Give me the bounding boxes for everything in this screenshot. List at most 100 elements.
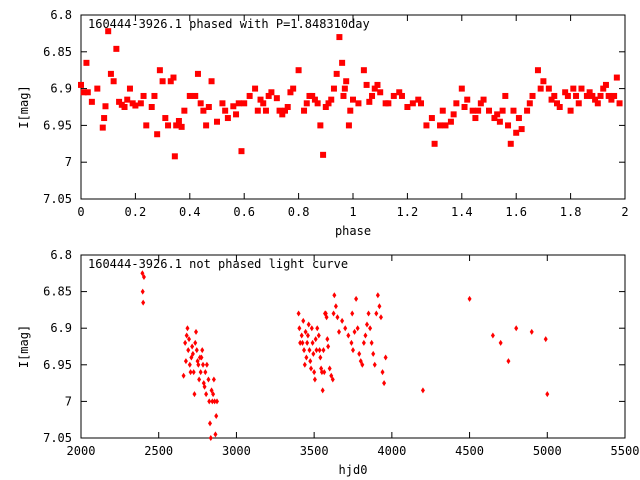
light-curve-plot-points (140, 270, 550, 441)
phased-plot-title: 160444-3926.1 phased with P=1.848310day (88, 17, 370, 31)
light-curve-plot-data-point (372, 361, 377, 368)
light-curve-plot-x-tick-label: 3500 (300, 444, 329, 458)
phased-plot-data-point (80, 89, 87, 96)
light-curve-plot-x-tick-label: 5500 (611, 444, 640, 458)
phased-plot-x-tick-label: 0.2 (125, 205, 147, 219)
phased-plot-data-point (230, 103, 237, 110)
light-curve-plot-data-point (191, 369, 196, 376)
phased-plot-data-point (200, 107, 207, 114)
phased-plot-y-ticks: 6.8 6.85 6.9 6.95 7 7.05 (43, 8, 625, 206)
phased-plot-data-point (162, 115, 169, 122)
light-curve-plot-data-point (140, 288, 145, 295)
phased-plot-data-point (325, 100, 332, 107)
phased-plot-data-point (589, 92, 596, 99)
light-curve-plot-data-point (350, 310, 355, 317)
light-curve-plot-x-label: hjd0 (339, 463, 368, 477)
phased-plot-data-point (265, 92, 272, 99)
phased-plot-data-point (477, 100, 484, 107)
phased-plot-data-point (156, 67, 163, 74)
light-curve-plot-data-point (333, 303, 338, 310)
phased-plot-data-point (99, 124, 106, 131)
light-curve-plot-data-point (312, 369, 317, 376)
phased-plot-data-point (246, 92, 253, 99)
phased-plot-data-point (573, 92, 580, 99)
phased-plot-data-point (282, 107, 288, 114)
light-curve-plot-data-point (299, 332, 304, 339)
phased-plot-data-point (505, 122, 512, 129)
light-curve-plot-data-point (366, 310, 371, 317)
light-curve-plot-data-point (203, 369, 208, 376)
light-curve-plot-data-point (202, 383, 207, 390)
light-curve-plot-data-point (309, 325, 314, 332)
phased-plot-data-point (197, 100, 204, 107)
light-curve-plot-data-point (377, 303, 382, 310)
light-curve-plot-data-point (186, 347, 191, 354)
phased-plot-data-point (341, 85, 348, 92)
phased-plot-data-point (126, 85, 133, 92)
light-curve-plot-data-point (208, 420, 213, 427)
light-curve-plot-y-tick-label: 7 (65, 394, 72, 408)
light-curve-plot-data-point (343, 325, 348, 332)
phased-plot-data-point (423, 122, 430, 129)
light-curve-plot-data-point (337, 328, 342, 335)
phased-plot-data-point (404, 104, 411, 110)
phased-plot-data-point (317, 122, 324, 129)
phased-plot-data-point (556, 104, 563, 110)
phased-plot-data-point (545, 85, 552, 92)
phased-plot-x-tick-label: 1.2 (397, 205, 419, 219)
phased-plot-data-point (205, 104, 212, 110)
phased-plot-data-point (540, 78, 547, 85)
light-curve-plot-data-point (214, 413, 219, 420)
phased-plot-data-point (340, 92, 347, 99)
phased-plot-data-point (101, 115, 108, 122)
light-curve-plot-data-point (198, 369, 203, 376)
phased-plot-data-point (390, 92, 397, 99)
phased-plot-data-point (360, 67, 367, 74)
light-curve-plot-data-point (187, 361, 192, 368)
light-curve-plot-x-tick-label: 2000 (67, 444, 96, 458)
phased-plot-data-point (491, 115, 498, 122)
light-curve-plot-data-point (335, 314, 340, 321)
light-curve-plot-data-point (302, 361, 307, 368)
phased-plot-data-point (510, 107, 517, 114)
light-curve-plot-data-point (312, 376, 317, 383)
phased-plot-data-point (309, 92, 316, 99)
light-curve-plot-data-point (200, 347, 205, 354)
phased-plot-x-tick-label: 1.6 (505, 205, 527, 219)
phased-plot-data-point (524, 107, 531, 114)
phased-plot-data-point (409, 100, 416, 107)
phased-plot-data-point (529, 92, 536, 99)
phased-plot-data-point (461, 104, 468, 110)
phased-plot-data-point (369, 92, 376, 99)
light-curve-plot-data-point (543, 336, 548, 343)
phased-plot-data-point (475, 107, 482, 114)
phased-plot-data-point (290, 85, 297, 92)
phased-plot-data-point (233, 111, 240, 118)
phased-plot-data-point (534, 67, 541, 74)
phased-plot-data-point (458, 85, 465, 92)
light-curve-plot-data-point (357, 350, 362, 357)
phased-plot-data-point (328, 96, 335, 103)
light-curve-plot-data-point (498, 339, 503, 346)
light-curve-plot-y-tick-label: 6.85 (43, 285, 72, 299)
phased-plot-data-point (260, 100, 267, 107)
light-curve-plot-data-point (319, 369, 324, 376)
phased-plot-data-point (594, 100, 601, 107)
phased-plot-y-tick-label: 6.9 (50, 82, 72, 96)
light-curve-plot-data-point (212, 398, 217, 405)
light-curve-plot-title: 160444-3926.1 not phased light curve (88, 257, 348, 271)
phased-plot-data-point (311, 96, 318, 103)
light-curve-plot-data-point (141, 273, 146, 280)
phased-plot-data-point (548, 96, 555, 103)
light-curve-plot-data-point (332, 292, 337, 299)
light-curve-plot-data-point (194, 347, 199, 354)
phased-plot-data-point (148, 104, 155, 110)
phased-plot-data-point (385, 100, 392, 107)
light-curve-plot-data-point (211, 376, 216, 383)
phased-plot-data-point (551, 92, 558, 99)
phased-plot-data-point (320, 151, 327, 158)
phased-plot-y-tick-label: 6.95 (43, 118, 72, 132)
light-curve-plot-data-point (327, 365, 332, 372)
light-curve-plot-data-point (204, 391, 209, 398)
phased-plot-data-point (345, 122, 352, 129)
